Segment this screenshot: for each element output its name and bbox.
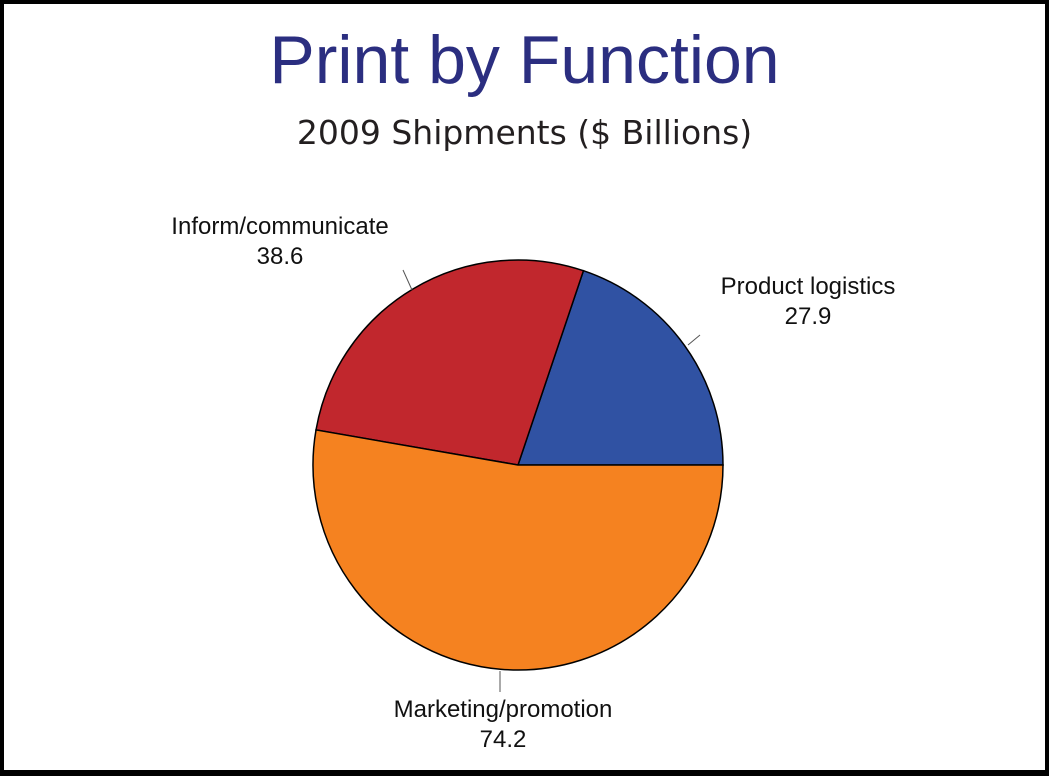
pie-slice-product-logistics <box>516 269 724 466</box>
slice-label: Inform/communicate <box>171 213 388 240</box>
slice-value-label: 38.6 <box>257 243 304 270</box>
leader-line <box>402 269 413 291</box>
leader-line <box>687 334 701 346</box>
pie-chart: Product logistics 27.9 Inform/communicate 3… <box>171 213 896 753</box>
slice-label: Product logistics <box>721 273 896 300</box>
chart-title: Print by Function <box>269 22 780 98</box>
chart-subtitle: 2009 Shipments ($ Billions) <box>296 113 753 152</box>
slice-value-label: 27.9 <box>785 303 832 330</box>
pie-slice-marketing-promotion <box>312 429 724 671</box>
pie-slice-inform-communicate <box>315 259 585 466</box>
slice-label: Marketing/promotion <box>394 696 613 723</box>
slice-value-label: 74.2 <box>480 726 527 753</box>
